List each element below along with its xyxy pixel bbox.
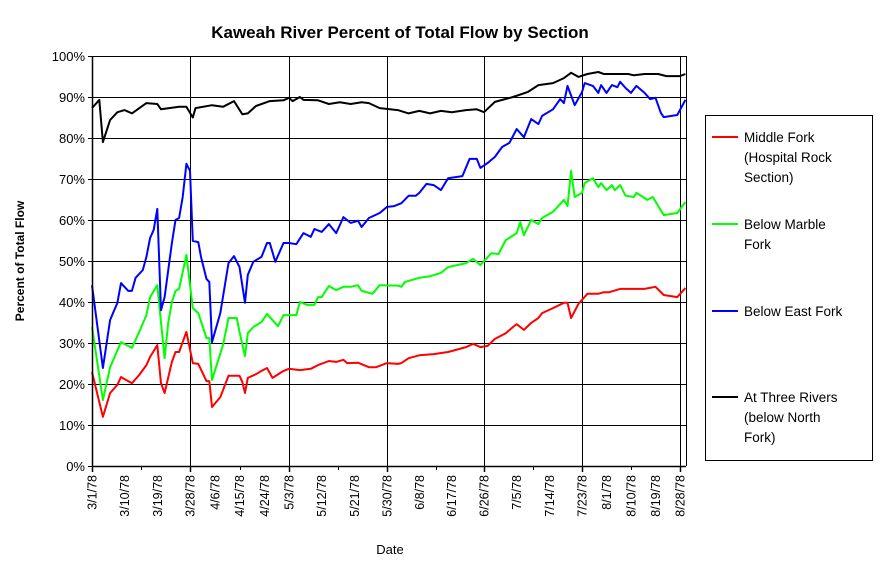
gridlines (92, 56, 686, 467)
y-tick-label: 50% (59, 254, 85, 269)
x-tick-label: 4/15/78 (233, 475, 247, 517)
x-tick-label: 8/28/78 (674, 475, 688, 517)
y-tick-label: 10% (59, 418, 85, 433)
y-tick-label: 80% (59, 131, 85, 146)
y-axis-title: Percent of Total Flow (13, 200, 27, 321)
x-tick-label: 6/17/78 (445, 475, 459, 517)
chart-title: Kaweah River Percent of Total Flow by Se… (211, 23, 589, 42)
y-tick-label: 90% (59, 90, 85, 105)
x-tick-label: 6/8/78 (413, 475, 427, 510)
y-tick-label: 30% (59, 336, 85, 351)
x-tick-label: 3/19/78 (151, 475, 165, 517)
x-tick-label: 5/30/78 (381, 475, 395, 517)
series-line (91, 71, 686, 144)
x-tick-label: 5/21/78 (348, 475, 362, 517)
x-tick-label: 8/19/78 (649, 475, 663, 517)
x-tick-label: 7/5/78 (510, 475, 524, 510)
y-tick-label: 60% (59, 213, 85, 228)
legend-label: Section) (744, 170, 794, 185)
y-tick-label: 100% (52, 49, 86, 64)
legend-label: (Hospital Rock (744, 150, 832, 165)
x-tick-label: 8/10/78 (625, 475, 639, 517)
series-line (91, 80, 687, 369)
y-tick-label: 40% (59, 295, 85, 310)
y-tick-label: 20% (59, 377, 85, 392)
y-tick-label: 0% (66, 459, 85, 474)
x-tick-label: 3/10/78 (118, 475, 132, 517)
x-axis-title: Date (376, 542, 403, 557)
legend: Middle Fork (Hospital Rock Section) Below M… (705, 115, 873, 461)
legend-box (705, 115, 873, 461)
x-tick-label: 5/3/78 (283, 475, 297, 510)
x-axis-ticks: 3/1/78 3/10/78 3/19/78 3/28/78 4/6/78 4/15/78… (86, 466, 688, 517)
series-line (91, 169, 687, 401)
x-tick-label: 5/12/78 (315, 475, 329, 517)
legend-label: (below North (744, 410, 821, 425)
x-tick-label: 3/28/78 (184, 475, 198, 517)
x-tick-label: 6/26/78 (478, 475, 492, 517)
x-tick-label: 8/1/78 (600, 475, 614, 510)
x-tick-label: 4/6/78 (208, 475, 222, 510)
axes (91, 56, 687, 468)
legend-label: Fork (744, 237, 771, 252)
legend-label: Middle Fork (744, 130, 815, 145)
legend-label: Below Marble (744, 217, 826, 232)
y-axis-ticks: 0% 10% 20% 30% 40% 50% 60% 70% 80% 90% 100% (52, 49, 92, 474)
y-tick-label: 70% (59, 172, 85, 187)
legend-label: Fork) (744, 430, 776, 445)
x-tick-label: 4/24/78 (258, 475, 272, 517)
series-lines (91, 71, 687, 418)
x-tick-label: 7/14/78 (543, 475, 557, 517)
legend-label: At Three Rivers (744, 390, 838, 405)
x-tick-label: 7/23/78 (576, 475, 590, 517)
x-tick-label: 3/1/78 (86, 475, 100, 510)
series-line (91, 285, 687, 418)
legend-label: Below East Fork (744, 304, 843, 319)
